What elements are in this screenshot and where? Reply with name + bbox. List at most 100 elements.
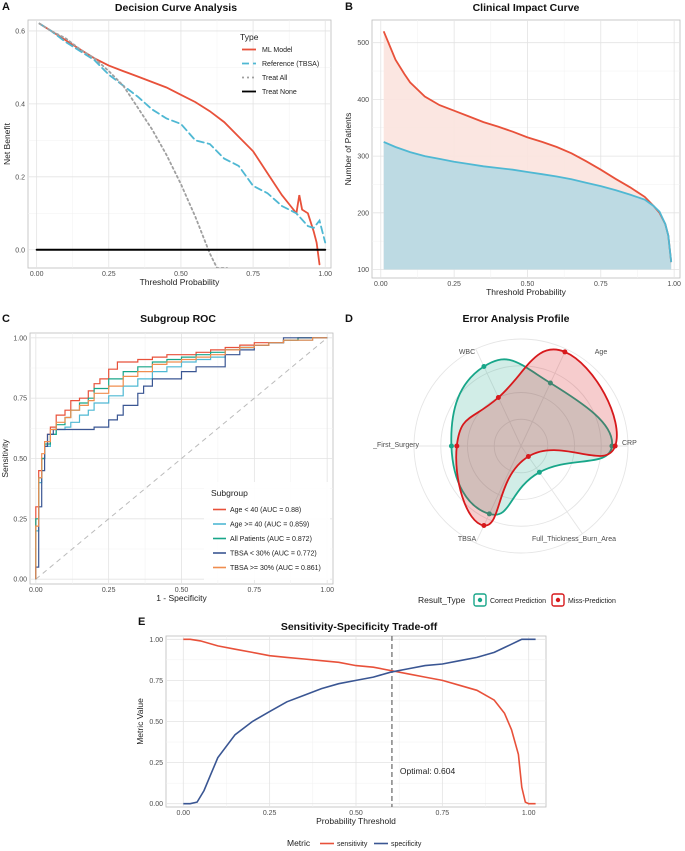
series-line-reference-tbsa- xyxy=(38,22,327,244)
x-tick-label: 0.00 xyxy=(29,587,43,594)
y-tick-label: 0.0 xyxy=(15,247,25,254)
y-tick-label: 0.00 xyxy=(13,577,27,584)
legend-title: Metric xyxy=(287,838,311,848)
x-tick-label: 0.00 xyxy=(374,281,388,288)
y-tick-label: 0.50 xyxy=(13,456,27,463)
y-tick-label: 0.2 xyxy=(15,174,25,181)
x-axis-title: Probability Threshold xyxy=(316,816,396,826)
x-tick-label: 0.25 xyxy=(102,587,116,594)
plot-area xyxy=(27,19,332,269)
y-axis-title: Sensitivity xyxy=(0,439,10,478)
x-tick-label: 1.00 xyxy=(667,281,681,288)
legend-label: Reference (TBSA) xyxy=(262,61,319,68)
panel-a-title: Decision Curve Analysis xyxy=(115,2,237,14)
legend-key-dot xyxy=(477,597,483,603)
legend-key-dot xyxy=(555,597,561,603)
y-tick-label: 0.75 xyxy=(13,396,27,403)
radar-spoke xyxy=(520,348,567,447)
legend-label: ML Model xyxy=(262,47,293,54)
x-tick-label: 0.75 xyxy=(594,281,608,288)
legend-label: Age < 40 (AUC = 0.88) xyxy=(230,507,301,514)
y-tick-label: 0.4 xyxy=(15,101,25,108)
x-tick-label: 0.50 xyxy=(521,281,535,288)
panel-b-clinical-impact: 0.00 0.25 0.50 0.75 1.00 100 200 300 400 500 Thres… xyxy=(343,19,681,297)
y-tick-label: 0.25 xyxy=(149,760,163,767)
panel-e-title: Sensitivity-Specificity Trade-off xyxy=(281,621,438,633)
series-area-1 xyxy=(383,141,672,270)
y-tick-label: 0.00 xyxy=(149,801,163,808)
x-axis-title: Threshold Probability xyxy=(486,287,567,297)
y-tick-label: 100 xyxy=(357,267,369,274)
x-tick-label: 0.00 xyxy=(176,810,190,817)
radar-axis-label: CRP xyxy=(622,440,637,447)
x-tick-label: 0.75 xyxy=(248,587,262,594)
y-tick-label: 300 xyxy=(357,154,369,161)
legend-title: Result_Type xyxy=(418,595,466,605)
x-tick-label: 0.50 xyxy=(175,587,189,594)
x-axis-title: 1 - Specificity xyxy=(156,593,207,603)
panel-d-title: Error Analysis Profile xyxy=(463,313,570,325)
radar-axis-label: TBSA xyxy=(458,536,477,543)
y-axis-title: Number of Patients xyxy=(343,113,353,186)
panel-b-title: Clinical Impact Curve xyxy=(473,2,580,14)
radar-spoke xyxy=(520,445,583,534)
x-tick-label: 0.25 xyxy=(102,271,116,278)
radar-point xyxy=(448,443,454,449)
y-tick-label: 0.6 xyxy=(15,28,25,35)
x-tick-label: 0.75 xyxy=(436,810,450,817)
radar-point xyxy=(481,363,487,369)
x-tick-label: 0.25 xyxy=(447,281,461,288)
panel-d-error-radar: Age CRP Full_Thickness_Burn_Area TBSA _First… xyxy=(372,338,637,607)
legend-title: Type xyxy=(240,32,259,42)
radar-point xyxy=(454,443,460,449)
plot-marks xyxy=(183,636,536,807)
legend: Result_Type Correct Prediction Miss-Predic… xyxy=(418,593,616,607)
legend-label: Treat All xyxy=(262,75,288,82)
radar-point xyxy=(495,395,501,401)
x-tick-label: 1.00 xyxy=(522,810,536,817)
legend: Metric sensitivity specificity xyxy=(287,838,422,848)
x-tick-label: 0.25 xyxy=(263,810,277,817)
optimal-annotation: Optimal: 0.604 xyxy=(400,766,456,776)
series-line-treat-all xyxy=(38,22,228,268)
radar-point xyxy=(481,523,487,529)
panel-a-decision-curve: 0.00 0.25 0.50 0.75 1.00 0.0 0.2 0.4 0.6 Threshol… xyxy=(2,19,332,287)
legend-label: Age >= 40 (AUC = 0.859) xyxy=(230,522,309,529)
radar-axis-label: Full_Thickness_Burn_Area xyxy=(532,536,616,543)
roc-curve-3 xyxy=(35,337,328,580)
y-axis-title: Net Benefit xyxy=(2,122,12,165)
plot-marks xyxy=(382,30,673,270)
y-tick-label: 400 xyxy=(357,97,369,104)
series-line-1 xyxy=(383,141,673,263)
panel-c-title: Subgroup ROC xyxy=(140,313,216,325)
x-tick-label: 0.75 xyxy=(246,271,260,278)
series-line-specificity xyxy=(183,638,536,805)
panel-e-sens-spec-tradeoff: 0.00 0.25 0.50 0.75 1.00 0.00 0.25 0.50 0.75 1.00… xyxy=(135,635,547,848)
x-tick-label: 1.00 xyxy=(318,271,332,278)
x-tick-label: 0.50 xyxy=(174,271,188,278)
y-tick-label: 200 xyxy=(357,210,369,217)
y-tick-label: 1.00 xyxy=(13,335,27,342)
legend-title: Subgroup xyxy=(211,488,248,498)
plot-marks xyxy=(35,22,327,268)
legend-background xyxy=(204,482,330,580)
panel-c-subgroup-roc: 0.00 0.25 0.50 0.75 1.00 0.00 0.25 0.50 0.75 1.00… xyxy=(0,332,334,603)
radar-point xyxy=(525,454,531,460)
x-axis-title: Threshold Probability xyxy=(140,277,221,287)
panel-letter-a: A xyxy=(2,1,10,13)
legend-label: Treat None xyxy=(262,89,297,96)
series-line-sensitivity xyxy=(183,638,536,805)
x-tick-label: 1.00 xyxy=(320,587,334,594)
y-tick-label: 500 xyxy=(357,40,369,47)
legend-label: sensitivity xyxy=(337,841,368,848)
legend-label: Correct Prediction xyxy=(490,598,546,605)
radar-axis-label: WBC xyxy=(459,349,475,356)
legend-label: All Patients (AUC = 0.872) xyxy=(230,536,312,543)
radar-point xyxy=(547,380,553,386)
legend-label: specificity xyxy=(391,841,422,848)
panel-letter-d: D xyxy=(345,313,353,325)
legend-label: Miss-Prediction xyxy=(568,598,616,605)
legend-label: TBSA >= 30% (AUC = 0.861) xyxy=(230,565,321,572)
x-tick-label: 0.00 xyxy=(30,271,44,278)
